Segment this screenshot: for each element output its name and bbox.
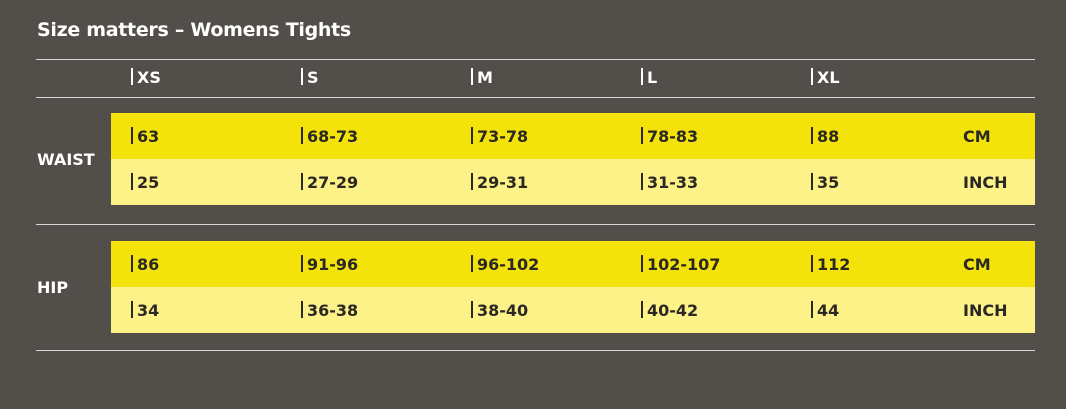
size-label: M (477, 68, 493, 87)
table-cell: 96-102 (471, 255, 539, 274)
cell-value: 73-78 (477, 127, 529, 146)
separator-bar (471, 301, 473, 318)
size-label: XS (137, 68, 161, 87)
separator-bar (811, 173, 813, 190)
cell-value: 35 (817, 173, 840, 192)
size-header-xs: XS (131, 68, 161, 87)
separator-bar (301, 68, 303, 85)
group-label-hip: HIP (37, 278, 69, 297)
separator-bar (131, 301, 133, 318)
cell-value: 31-33 (647, 173, 699, 192)
cell-value: 63 (137, 127, 160, 146)
cell-value: 29-31 (477, 173, 529, 192)
cell-value: 44 (817, 301, 840, 320)
cell-value: 78-83 (647, 127, 699, 146)
separator-bar (301, 127, 303, 144)
unit-label: INCH (963, 301, 1008, 320)
group-label-waist: WAIST (37, 150, 95, 169)
cell-value: 112 (817, 255, 851, 274)
separator-bar (471, 173, 473, 190)
separator-bar (301, 255, 303, 272)
cell-value: 36-38 (307, 301, 359, 320)
table-cell: 40-42 (641, 301, 698, 320)
separator-bar (131, 173, 133, 190)
table-cell: 34 (131, 301, 159, 320)
cell-value: 102-107 (647, 255, 721, 274)
cell-value: 34 (137, 301, 160, 320)
unit-label: CM (963, 255, 991, 274)
table-row: 86 91-96 96-102 102-107 112 CM (111, 241, 1035, 287)
separator-bar (641, 301, 643, 318)
cell-value: 38-40 (477, 301, 529, 320)
separator-bar (641, 68, 643, 85)
cell-value: 68-73 (307, 127, 359, 146)
size-header-m: M (471, 68, 493, 87)
separator-bar (811, 301, 813, 318)
table-cell: 27-29 (301, 173, 358, 192)
table-row: 63 68-73 73-78 78-83 88 CM (111, 113, 1035, 159)
separator-bar (811, 255, 813, 272)
table-cell: 31-33 (641, 173, 698, 192)
table-cell: 91-96 (301, 255, 358, 274)
table-cell: 38-40 (471, 301, 528, 320)
table-cell: 25 (131, 173, 159, 192)
separator-bar (131, 68, 133, 85)
page-title: Size matters – Womens Tights (37, 19, 351, 41)
table-cell: 36-38 (301, 301, 358, 320)
cell-value: 91-96 (307, 255, 359, 274)
separator-bar (641, 173, 643, 190)
table-cell: 73-78 (471, 127, 528, 146)
cell-value: 88 (817, 127, 840, 146)
cell-value: 86 (137, 255, 160, 274)
size-label: L (647, 68, 658, 87)
table-cell: 88 (811, 127, 839, 146)
table-row: 34 36-38 38-40 40-42 44 INCH (111, 287, 1035, 333)
separator-bar (641, 255, 643, 272)
separator-bar (131, 127, 133, 144)
cell-value: 40-42 (647, 301, 699, 320)
table-cell: 78-83 (641, 127, 698, 146)
separator-bar (811, 68, 813, 85)
table-cell: 35 (811, 173, 839, 192)
divider (36, 59, 1035, 60)
table-cell: 102-107 (641, 255, 720, 274)
cell-value: 27-29 (307, 173, 359, 192)
table-cell: 112 (811, 255, 850, 274)
separator-bar (131, 255, 133, 272)
measurement-block: 86 91-96 96-102 102-107 112 CM 34 36-38 38-40 40-… (111, 241, 1035, 333)
separator-bar (811, 127, 813, 144)
separator-bar (301, 173, 303, 190)
table-cell: 68-73 (301, 127, 358, 146)
size-header-s: S (301, 68, 319, 87)
separator-bar (471, 255, 473, 272)
divider (36, 97, 1035, 98)
measurement-block: 63 68-73 73-78 78-83 88 CM 25 27-29 29-31 31-33 35… (111, 113, 1035, 205)
size-label: S (307, 68, 319, 87)
unit-label: CM (963, 127, 991, 146)
separator-bar (471, 68, 473, 85)
divider (36, 350, 1035, 351)
table-cell: 44 (811, 301, 839, 320)
table-cell: 29-31 (471, 173, 528, 192)
cell-value: 96-102 (477, 255, 540, 274)
size-header-l: L (641, 68, 657, 87)
separator-bar (641, 127, 643, 144)
table-row: 25 27-29 29-31 31-33 35 INCH (111, 159, 1035, 205)
table-cell: 86 (131, 255, 159, 274)
separator-bar (471, 127, 473, 144)
size-header-xl: XL (811, 68, 840, 87)
separator-bar (301, 301, 303, 318)
divider (36, 224, 1035, 225)
size-label: XL (817, 68, 840, 87)
cell-value: 25 (137, 173, 160, 192)
unit-label: INCH (963, 173, 1008, 192)
table-cell: 63 (131, 127, 159, 146)
